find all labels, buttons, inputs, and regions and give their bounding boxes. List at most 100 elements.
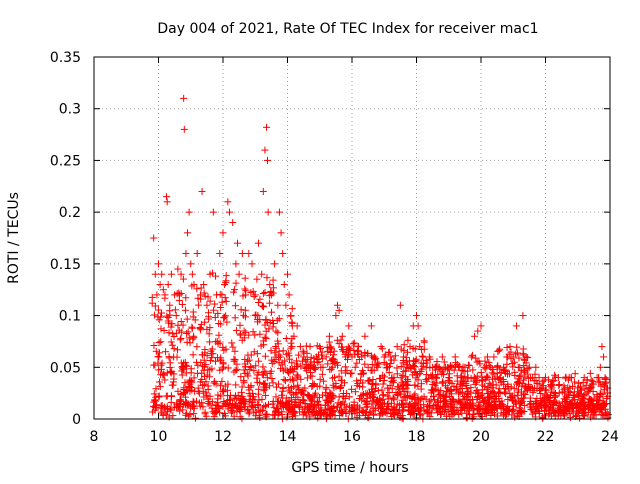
y-tick-label: 0.35 [50,50,81,66]
data-point [322,353,330,361]
data-point-cloud [259,290,267,298]
data-point-cloud [393,370,401,378]
data-point-cloud [260,303,268,311]
data-point-cloud [488,369,496,377]
data-point-cloud [571,399,579,407]
data-point-cloud [404,407,412,415]
data-point [451,353,459,361]
data-point [419,353,427,361]
data-point-cloud [521,356,529,364]
data-point-cloud [509,406,517,414]
data-point-cloud [560,395,568,403]
data-point-cloud [156,383,164,391]
data-point-cloud [471,380,479,388]
data-point-cloud [414,394,422,402]
data-point-cloud [410,368,418,376]
data-point [266,281,274,289]
data-point-cloud [395,389,403,397]
y-tick-label: 0 [72,412,81,428]
data-point-cloud [309,381,317,389]
y-axis-label: ROTI / TECUs [6,192,22,284]
data-point-cloud [337,376,345,384]
data-point-cloud [252,362,260,370]
data-point-cloud [384,402,392,410]
data-point [190,281,198,289]
data-point-cloud [411,381,419,389]
data-point-cloud [288,305,296,313]
data-point-cloud [323,343,331,351]
data-point-cloud [152,385,160,393]
data-point-cloud [198,369,206,377]
x-tick-label: 8 [90,429,99,445]
data-point-cloud [597,382,605,390]
data-point-cloud [214,403,222,411]
data-point-cloud [473,394,481,402]
data-point-cloud [164,313,172,321]
data-point-cloud [179,275,187,283]
data-point-cloud [333,403,341,411]
data-point-cloud [167,338,175,346]
data-point-cloud [523,387,531,395]
data-point [461,363,469,371]
data-point-cloud [213,399,221,407]
data-point-cloud [261,379,269,387]
data-point [279,250,287,258]
data-point [234,239,242,247]
data-point-cloud [513,349,521,357]
data-point-cloud [168,341,176,349]
data-point [442,363,450,371]
data-point [185,208,193,216]
data-point-cloud [310,402,318,410]
data-point-cloud [174,387,182,395]
data-point [358,353,366,361]
data-point-cloud [486,394,494,402]
data-point [167,270,175,278]
data-point [225,208,233,216]
points-layer [148,94,612,423]
data-point [172,312,180,320]
data-point-cloud [232,381,240,389]
data-point-cloud [417,411,425,419]
data-point-cloud [187,369,195,377]
data-point-cloud [237,306,245,314]
data-point-cloud [198,351,206,359]
data-point [345,322,353,330]
data-point-cloud [155,316,163,324]
data-point-cloud [170,345,178,353]
data-point-cloud [385,369,393,377]
data-point [229,218,237,226]
data-point-cloud [240,403,248,411]
data-point [188,270,196,278]
data-point-cloud [585,395,593,403]
data-point [493,363,501,371]
data-point [221,281,229,289]
data-point-cloud [515,379,523,387]
data-point-cloud [189,313,197,321]
data-point [587,384,595,392]
data-point-cloud [227,391,235,399]
data-point [259,187,267,195]
data-point-cloud [432,401,440,409]
data-point-cloud [364,414,372,422]
data-point-cloud [240,379,248,387]
data-point [406,343,414,351]
data-point-cloud [229,343,237,351]
grid-layer [94,57,610,419]
data-point-cloud [390,411,398,419]
data-point-cloud [279,387,287,395]
data-point-cloud [400,367,408,375]
data-point-cloud [151,397,159,405]
data-point-cloud [259,363,267,371]
data-point-cloud [508,411,516,419]
data-point [200,281,208,289]
data-point [153,291,161,299]
data-point-cloud [520,402,528,410]
data-point [548,384,556,392]
data-point-cloud [390,396,398,404]
data-point-cloud [216,366,224,374]
data-point-cloud [154,359,162,367]
data-point-cloud [307,401,315,409]
data-point-cloud [238,383,246,391]
y-tick-label: 0.1 [59,309,81,325]
